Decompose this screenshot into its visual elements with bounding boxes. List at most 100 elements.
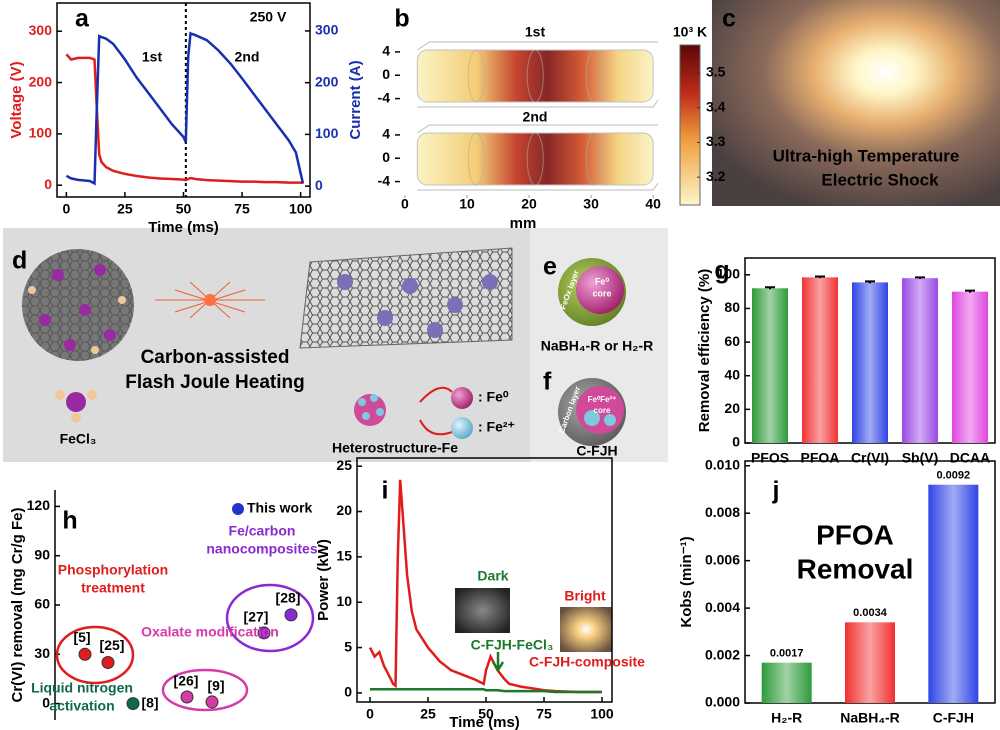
series-line (368, 479, 602, 694)
y-axis-label: Cr(VI) removal (mg Cr/g Fe) (9, 507, 26, 702)
bar (928, 484, 979, 703)
colorbar (679, 44, 701, 206)
y-tick-label: 15 (336, 548, 352, 564)
y-tick-label: 60 (34, 596, 50, 612)
x-axis-label: mm (510, 215, 537, 232)
core-label: core (594, 406, 611, 415)
fecl3-molecule (55, 390, 97, 423)
x-axis-label: Time (ms) (449, 714, 520, 730)
y-tick-label: 4 (382, 126, 390, 142)
y-tick-label: 0 (44, 176, 52, 192)
y-tick-label: 0 (382, 149, 390, 165)
x-tick-label: 10 (459, 196, 475, 212)
x-tick-label: Cr(VI) (851, 450, 889, 466)
fe-sites (28, 264, 126, 354)
y-tick-label: 0.008 (705, 504, 740, 520)
box-outline (417, 41, 659, 108)
panel-letter: i (382, 477, 389, 505)
colorbar-tick-label: 3.5 (706, 64, 726, 80)
y-tick-label: 0.004 (705, 599, 740, 615)
y-tick-label: 5 (344, 638, 352, 654)
bar (852, 282, 888, 443)
bar (902, 278, 938, 443)
group-outline (55, 625, 135, 685)
y-axis-label: Power (kW) (315, 539, 332, 621)
group-label: nanocomposites (206, 541, 317, 557)
annotation: 2nd (235, 49, 260, 65)
cylinder-ring (526, 49, 544, 103)
process-label: Carbon-assisted (141, 347, 290, 368)
x-tick-label: H₂-R (771, 710, 802, 726)
y-tick-label: 0.000 (705, 694, 740, 710)
spark (155, 281, 265, 319)
legend-label: : Fe²⁺ (478, 419, 515, 435)
colorbar-tick-label: 3.2 (706, 168, 726, 184)
y-tick-label: 200 (29, 73, 53, 89)
y-tick-label: 4 (382, 43, 390, 59)
panel-letter: j (772, 477, 780, 505)
series-label: C-FJH-FeCl₃ (471, 637, 554, 653)
panel-letter: c (722, 5, 736, 33)
series-line (65, 31, 305, 186)
panel-letter: d (12, 247, 27, 275)
point (284, 608, 298, 622)
colorbar-tick-label: 3.4 (706, 98, 726, 114)
annotation: Bright (564, 588, 606, 604)
panel-letter: b (394, 5, 409, 33)
point-label: [25] (100, 637, 125, 653)
point-label: [9] (207, 678, 224, 694)
y-axis-label: Removal efficiency (%) (696, 269, 713, 432)
x-tick-label: 0 (401, 196, 409, 212)
x-tick-label: 30 (583, 196, 599, 212)
fe0-ball (451, 387, 473, 409)
legend-label: This work (247, 500, 313, 516)
y-tick-label: 20 (724, 400, 740, 416)
photo (712, 0, 1000, 206)
hetero-cluster (354, 394, 386, 426)
caption: C-FJH (576, 443, 617, 459)
error-bar (765, 286, 775, 290)
point (78, 647, 92, 661)
x-axis-label: Time (ms) (148, 219, 219, 236)
legend-label: : Fe⁰ (478, 389, 509, 405)
y-tick-label: 300 (29, 22, 53, 38)
y-tick-label: 0 (382, 66, 390, 82)
point-label: [27] (244, 609, 269, 625)
x-tick-label: DCAA (950, 450, 990, 466)
x-tick-label: C-FJH (933, 710, 974, 726)
series-line (65, 53, 303, 184)
annotation: Dark (477, 568, 508, 584)
particles (337, 274, 498, 338)
x-tick-label: 100 (590, 706, 614, 722)
panel-letter: a (75, 5, 90, 33)
y-tick-label: 80 (724, 299, 740, 315)
y-tick-label: 100 (315, 125, 339, 141)
y-tick-label: 120 (27, 497, 51, 513)
group-label: Phosphorylation (58, 562, 168, 578)
x-tick-label: PFOA (801, 450, 840, 466)
x-tick-label: NaBH₄-R (840, 710, 900, 726)
redox-arrows (419, 386, 453, 436)
series-line (370, 688, 602, 694)
box-outline (417, 124, 659, 191)
cylinder-ring (585, 132, 603, 186)
y-tick-label: 300 (315, 22, 339, 38)
y-tick-label: 10 (336, 593, 352, 609)
y-tick-label: 100 (717, 266, 741, 282)
core (576, 266, 624, 314)
y-tick-label: 20 (336, 502, 352, 518)
core-domain (604, 414, 616, 426)
y-tick-label: 60 (724, 333, 740, 349)
error-bar (915, 276, 925, 280)
x-tick-label: 0 (62, 201, 70, 217)
y-tick-label: 0 (315, 177, 323, 193)
caption: NaBH₄-R or H₂-R (541, 338, 653, 354)
y-tick-label: 30 (34, 645, 50, 661)
y-tick-label: 0.002 (705, 646, 740, 662)
annotation: 250 V (250, 9, 287, 25)
colorbar-label: 10³ K (673, 24, 707, 40)
error-bar (965, 289, 975, 293)
core-label: core (592, 288, 611, 298)
bar (761, 662, 812, 703)
x-tick-label: 20 (521, 196, 537, 212)
